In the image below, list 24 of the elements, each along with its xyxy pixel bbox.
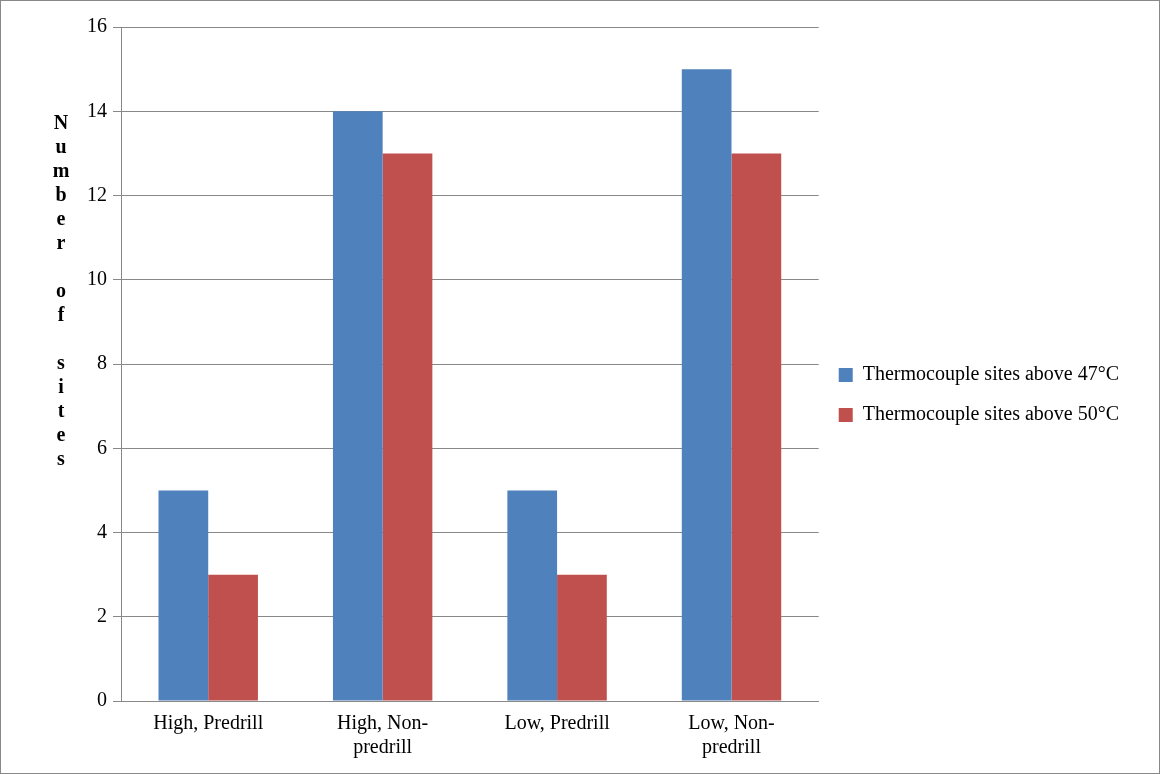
- bar: [208, 574, 258, 701]
- y-tick-label: 2: [97, 604, 107, 626]
- bar: [158, 490, 209, 701]
- y-tick-label: 16: [87, 14, 107, 37]
- legend-label: Thermocouple sites above 47°C: [862, 362, 1120, 386]
- y-tick-label: 8: [97, 351, 107, 374]
- legend-label: Thermocouple sites above 50°C: [862, 402, 1120, 426]
- bar: [382, 153, 433, 701]
- x-tick-label: High, Non-predrill: [337, 711, 429, 759]
- x-tick-label: Low, Predrill: [504, 711, 611, 734]
- x-tick-label: Low, Non-predrill: [688, 711, 775, 759]
- y-tick-label: 10: [87, 267, 107, 289]
- bar: [332, 111, 383, 701]
- y-tick-label: 4: [97, 519, 107, 542]
- bar: [681, 69, 732, 701]
- x-tick-label: High, Predrill: [153, 711, 264, 735]
- y-tick-label: 6: [97, 435, 107, 458]
- bar: [731, 153, 782, 701]
- bar: [557, 574, 607, 701]
- y-tick-label: 0: [97, 688, 107, 711]
- y-tick-label: 14: [87, 98, 107, 121]
- bar: [507, 490, 558, 701]
- y-tick-label: 12: [87, 182, 107, 205]
- y-axis-title: Number of sites: [49, 111, 72, 471]
